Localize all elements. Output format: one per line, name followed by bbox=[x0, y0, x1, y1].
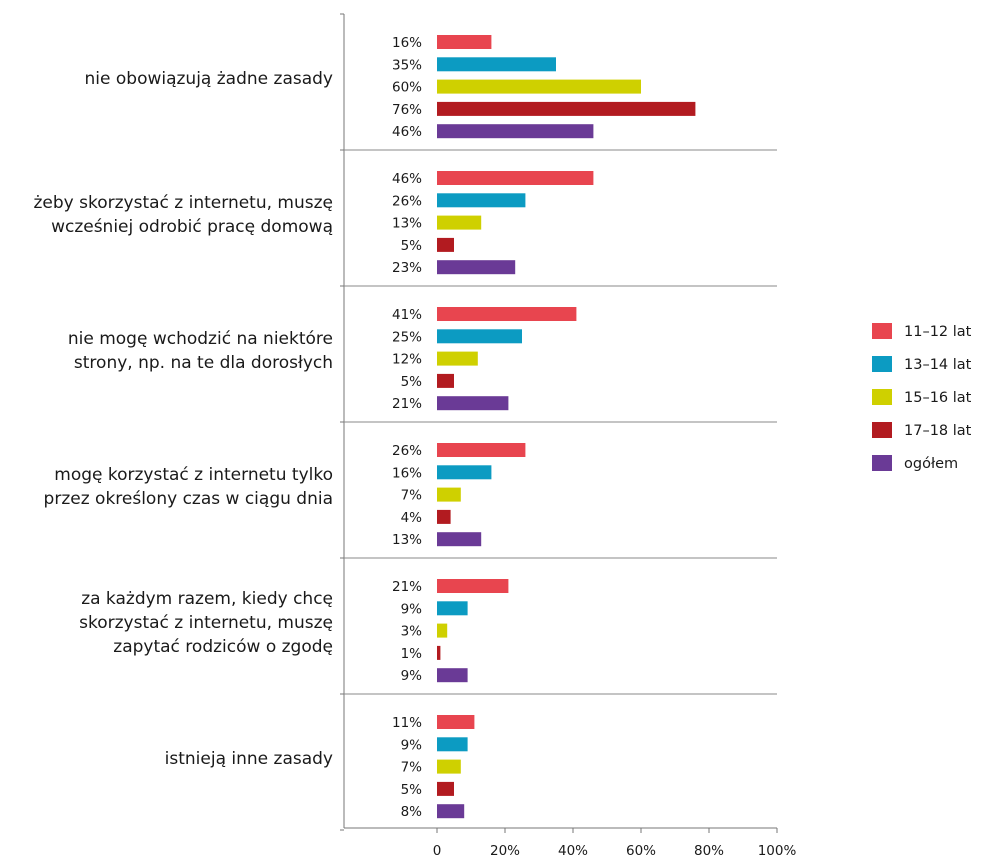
x-tick-label: 0 bbox=[433, 843, 442, 859]
value-label: 5% bbox=[401, 782, 423, 798]
category-label: wcześniej odrobić pracę domową bbox=[51, 217, 333, 237]
bar bbox=[437, 579, 509, 593]
value-label: 21% bbox=[392, 579, 422, 595]
category-label: strony, np. na te dla dorosłych bbox=[74, 353, 333, 373]
legend-swatch bbox=[872, 422, 892, 438]
value-label: 21% bbox=[392, 396, 422, 412]
value-label: 35% bbox=[392, 57, 422, 73]
value-label: 16% bbox=[392, 35, 422, 51]
bar bbox=[437, 79, 641, 94]
bar bbox=[437, 781, 454, 796]
value-label: 7% bbox=[401, 760, 423, 776]
bar bbox=[437, 645, 441, 660]
value-label: 9% bbox=[401, 601, 423, 617]
bar bbox=[437, 487, 461, 502]
legend-swatch bbox=[872, 356, 892, 372]
axes: 0 20% 40% 60% 80% 100% bbox=[340, 13, 797, 859]
bar bbox=[437, 351, 478, 366]
value-label: 4% bbox=[401, 510, 423, 526]
value-label: 9% bbox=[401, 737, 423, 753]
bar bbox=[437, 237, 454, 252]
bar bbox=[437, 396, 509, 411]
category-label: za każdym razem, kiedy chcę bbox=[81, 589, 333, 609]
value-label: 26% bbox=[392, 193, 422, 209]
legend: 11–12 lat 13–14 lat 15–16 lat 17–18 lat ogół… bbox=[872, 323, 972, 472]
x-tick-label: 20% bbox=[490, 843, 520, 859]
value-label: 1% bbox=[401, 646, 423, 662]
value-label: 9% bbox=[401, 668, 423, 684]
bar bbox=[437, 601, 468, 616]
legend-swatch bbox=[872, 323, 892, 339]
x-tick-label: 40% bbox=[558, 843, 588, 859]
bar bbox=[437, 329, 522, 344]
bar bbox=[437, 260, 516, 275]
value-label: 41% bbox=[392, 307, 422, 323]
bar bbox=[437, 623, 448, 638]
bar bbox=[437, 57, 556, 72]
legend-label: 15–16 lat bbox=[904, 390, 972, 406]
category-label: nie mogę wchodzić na niektóre bbox=[68, 329, 333, 349]
bar bbox=[437, 193, 526, 208]
bar bbox=[437, 307, 577, 321]
bars: 16% 35% 60% 76% 46% 46% 26% 13% 5% 23% 41% 25% 12% 5%… bbox=[392, 35, 696, 820]
bar bbox=[437, 443, 526, 457]
bar bbox=[437, 715, 475, 729]
value-label: 26% bbox=[392, 443, 422, 459]
bar bbox=[437, 465, 492, 480]
value-label: 12% bbox=[392, 352, 422, 368]
bar bbox=[437, 737, 468, 752]
bar bbox=[437, 35, 492, 49]
bar bbox=[437, 171, 594, 185]
x-tick-label: 80% bbox=[694, 843, 724, 859]
bar bbox=[437, 532, 482, 547]
value-label: 76% bbox=[392, 102, 422, 118]
legend-label: 13–14 lat bbox=[904, 357, 972, 373]
value-label: 13% bbox=[392, 532, 422, 548]
bar bbox=[437, 101, 696, 116]
value-label: 46% bbox=[392, 124, 422, 140]
category-label: mogę korzystać z internetu tylko bbox=[54, 465, 333, 485]
legend-label: ogółem bbox=[904, 456, 958, 472]
value-label: 5% bbox=[401, 374, 423, 390]
value-label: 23% bbox=[392, 260, 422, 276]
value-label: 5% bbox=[401, 238, 423, 254]
category-label: żeby skorzystać z internetu, muszę bbox=[34, 193, 334, 213]
category-label: zapytać rodziców o zgodę bbox=[113, 637, 333, 657]
bar bbox=[437, 668, 468, 683]
category-label: istnieją inne zasady bbox=[165, 749, 333, 769]
value-label: 16% bbox=[392, 465, 422, 481]
value-label: 8% bbox=[401, 804, 423, 820]
legend-label: 11–12 lat bbox=[904, 324, 972, 340]
bar bbox=[437, 124, 594, 139]
value-label: 7% bbox=[401, 488, 423, 504]
value-label: 13% bbox=[392, 216, 422, 232]
x-tick-label: 60% bbox=[626, 843, 656, 859]
x-tick-label: 100% bbox=[758, 843, 797, 859]
value-label: 11% bbox=[392, 715, 422, 731]
category-label: nie obowiązują żadne zasady bbox=[85, 69, 333, 89]
bar bbox=[437, 759, 461, 774]
legend-swatch bbox=[872, 455, 892, 471]
bar bbox=[437, 373, 454, 388]
bar bbox=[437, 215, 482, 230]
legend-label: 17–18 lat bbox=[904, 423, 972, 439]
category-labels: nie obowiązują żadne zasady żeby skorzyst… bbox=[34, 69, 334, 769]
category-label: skorzystać z internetu, muszę bbox=[79, 613, 333, 633]
value-label: 60% bbox=[392, 80, 422, 96]
legend-swatch bbox=[872, 389, 892, 405]
bar bbox=[437, 804, 465, 819]
value-label: 46% bbox=[392, 171, 422, 187]
value-label: 3% bbox=[401, 624, 423, 640]
value-label: 25% bbox=[392, 329, 422, 345]
category-label: przez określony czas w ciągu dnia bbox=[44, 489, 333, 509]
bar bbox=[437, 509, 451, 524]
